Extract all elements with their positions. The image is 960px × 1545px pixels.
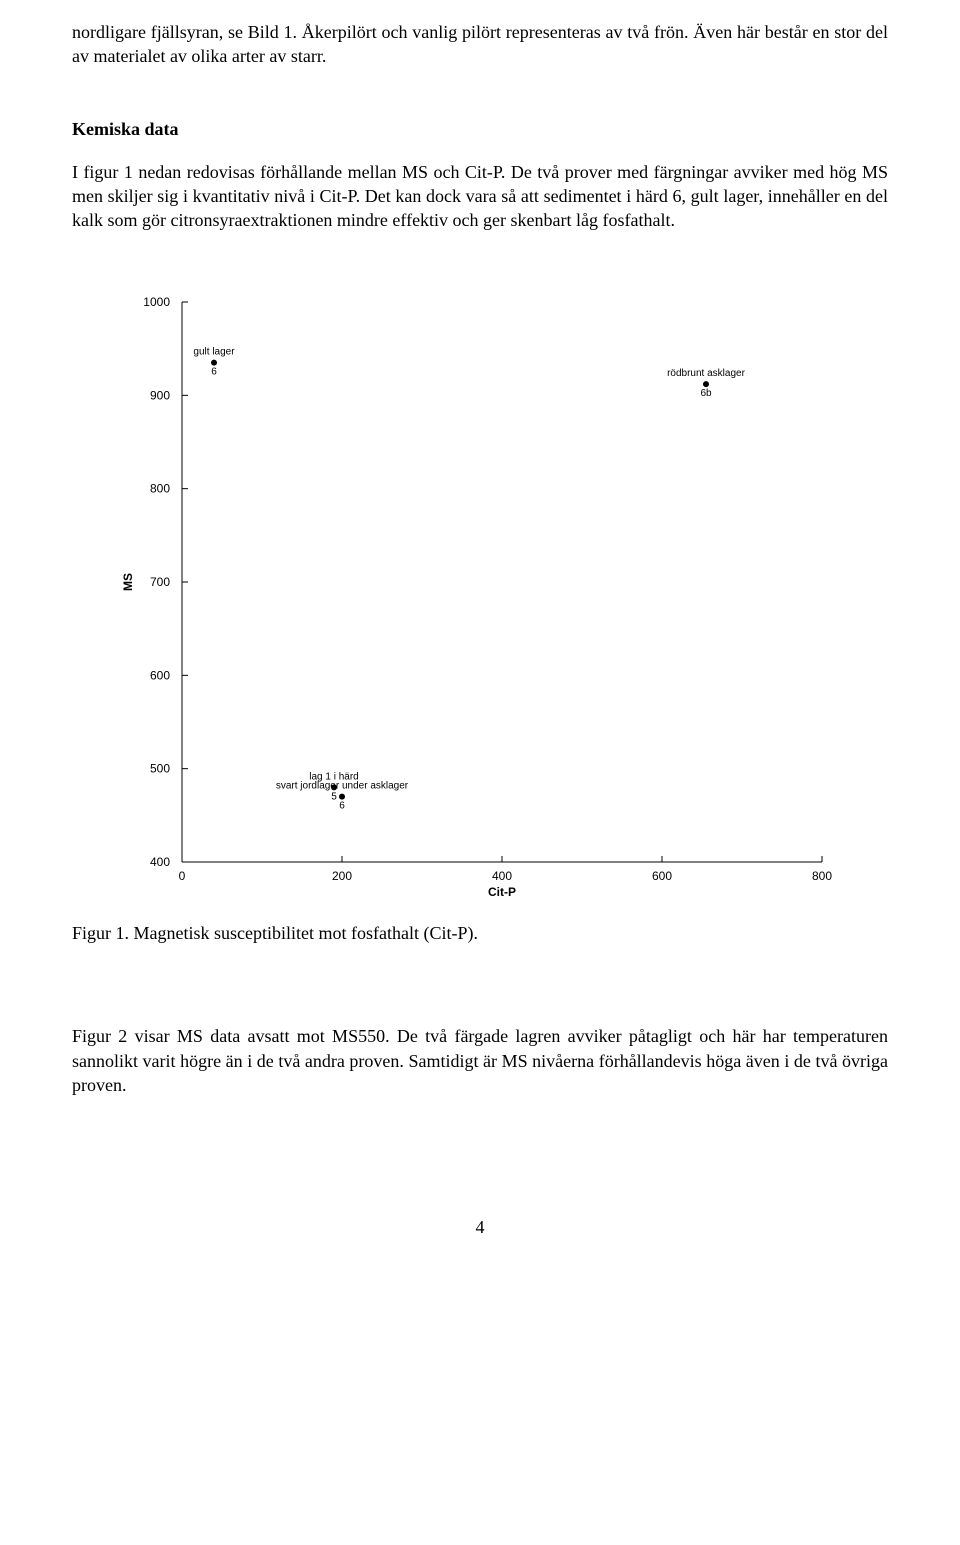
y-tick-label: 1000 — [143, 295, 170, 309]
page-root: nordligare fjällsyran, se Bild 1. Åkerpi… — [0, 0, 960, 1278]
paragraph-fig2: Figur 2 visar MS data avsatt mot MS550. … — [72, 1024, 888, 1097]
point-label-top: rödbrunt asklager — [667, 369, 745, 380]
point-label-bottom: 6 — [339, 801, 345, 812]
paragraph-kemiska: I figur 1 nedan redovisas förhållande me… — [72, 160, 888, 233]
y-tick-label: 700 — [150, 575, 170, 589]
point-label-bottom: 6 — [211, 367, 217, 378]
data-point — [339, 794, 345, 800]
y-tick-label: 900 — [150, 389, 170, 403]
data-point — [211, 360, 217, 366]
x-axis-title: Cit-P — [488, 885, 516, 899]
data-point — [703, 382, 709, 388]
scatter-chart: 400 500 600 700 800 900 1000 MS 0 200 400 600 800 Cit… — [72, 282, 852, 912]
point-label-bottom: 6b — [700, 389, 712, 400]
paragraph-intro: nordligare fjällsyran, se Bild 1. Åkerpi… — [72, 20, 888, 69]
y-tick-label: 600 — [150, 669, 170, 683]
x-tick-label: 600 — [652, 869, 672, 883]
y-tick-label: 800 — [150, 482, 170, 496]
figure-1-caption: Figur 1. Magnetisk susceptibilitet mot f… — [72, 923, 888, 944]
x-tick-label: 0 — [179, 869, 186, 883]
x-tick-label: 800 — [812, 869, 832, 883]
point-label-bottom: 5 — [331, 792, 337, 803]
point-label-top: svart jordlager under asklager — [276, 781, 409, 792]
figure-1: 400 500 600 700 800 900 1000 MS 0 200 400 600 800 Cit… — [72, 282, 888, 917]
heading-kemiska-data: Kemiska data — [72, 119, 888, 140]
y-tick-label: 400 — [150, 855, 170, 869]
y-axis-title: MS — [121, 573, 135, 591]
page-number: 4 — [72, 1217, 888, 1238]
x-tick-label: 200 — [332, 869, 352, 883]
x-tick-label: 400 — [492, 869, 512, 883]
point-label-top: gult lager — [193, 347, 235, 358]
y-tick-label: 500 — [150, 762, 170, 776]
